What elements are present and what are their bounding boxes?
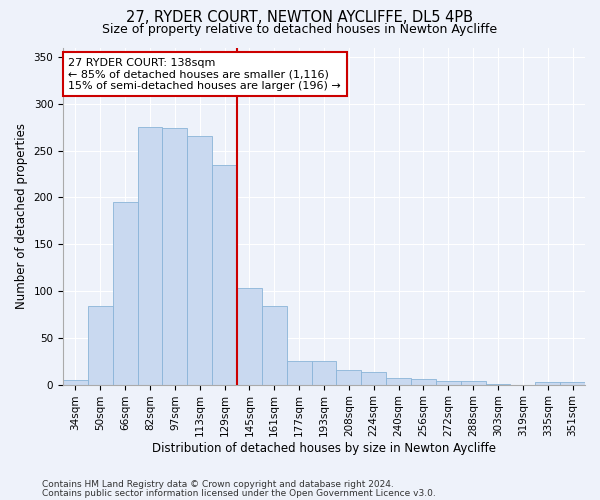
Text: Contains HM Land Registry data © Crown copyright and database right 2024.: Contains HM Land Registry data © Crown c… [42,480,394,489]
Bar [560,382,585,384]
X-axis label: Distribution of detached houses by size in Newton Aycliffe: Distribution of detached houses by size … [152,442,496,455]
Bar [262,306,287,384]
Bar [137,127,163,384]
Text: Contains public sector information licensed under the Open Government Licence v3: Contains public sector information licen… [42,488,436,498]
Bar [436,381,461,384]
Bar [287,361,311,384]
Bar [113,202,137,384]
Text: 27 RYDER COURT: 138sqm
← 85% of detached houses are smaller (1,116)
15% of semi-: 27 RYDER COURT: 138sqm ← 85% of detached… [68,58,341,91]
Bar [311,361,337,384]
Bar [461,381,485,384]
Bar [535,382,560,384]
Bar [187,136,212,384]
Bar [88,306,113,384]
Bar [386,378,411,384]
Y-axis label: Number of detached properties: Number of detached properties [15,123,28,309]
Bar [63,380,88,384]
Bar [163,128,187,384]
Bar [337,370,361,384]
Bar [411,379,436,384]
Text: 27, RYDER COURT, NEWTON AYCLIFFE, DL5 4PB: 27, RYDER COURT, NEWTON AYCLIFFE, DL5 4P… [127,10,473,25]
Bar [212,164,237,384]
Text: Size of property relative to detached houses in Newton Aycliffe: Size of property relative to detached ho… [103,22,497,36]
Bar [361,372,386,384]
Bar [237,288,262,384]
